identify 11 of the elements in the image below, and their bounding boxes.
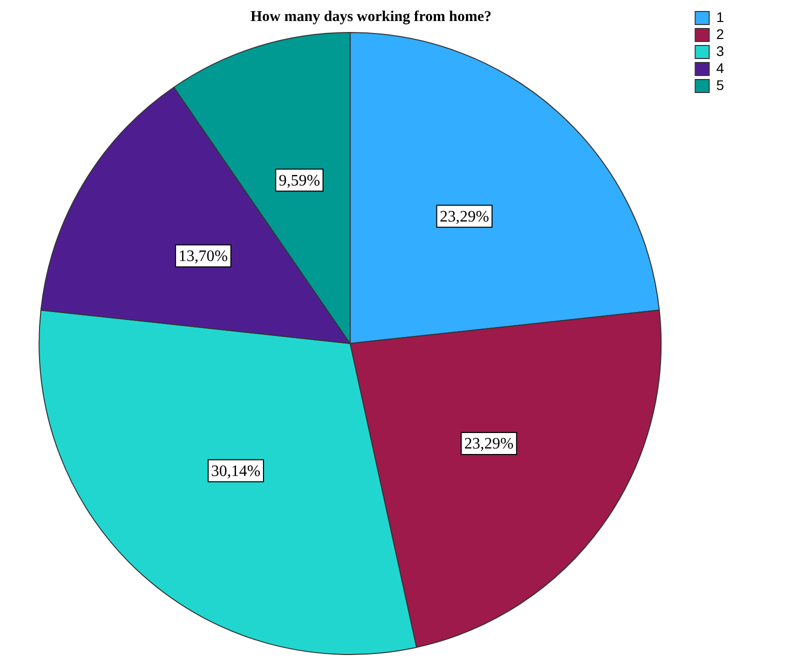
data-label: 13,70%	[178, 248, 228, 266]
data-label: 9,59%	[278, 172, 320, 190]
legend-label: 3	[716, 42, 724, 59]
chart-title: How many days working from home?	[250, 8, 492, 25]
data-label: 23,29%	[464, 436, 514, 453]
legend-label: 2	[716, 26, 724, 42]
legend-label: 4	[716, 60, 724, 76]
legend-label: 5	[716, 76, 724, 93]
legend-label: 1	[716, 8, 724, 25]
data-label: 30,14%	[211, 462, 260, 480]
data-label: 23,29%	[440, 208, 490, 226]
